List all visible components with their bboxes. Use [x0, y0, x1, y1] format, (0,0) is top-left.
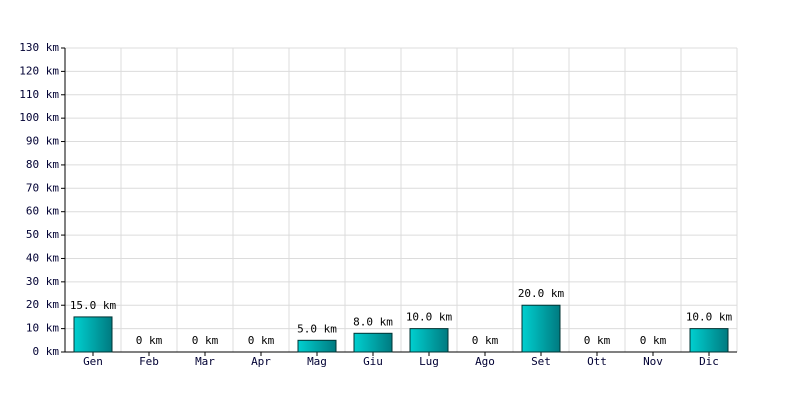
bar [689, 328, 729, 353]
y-tick-label: 70 km [26, 181, 59, 194]
y-tick-label: 90 km [26, 135, 59, 148]
bar [409, 328, 449, 353]
y-tick-label: 0 km [33, 345, 60, 358]
y-tick-label: 130 km [19, 41, 59, 54]
x-tick-label: Gen [83, 355, 103, 368]
y-tick-label: 30 km [26, 275, 59, 288]
value-label: 15.0 km [70, 299, 117, 312]
value-label: 5.0 km [297, 322, 337, 335]
bar [353, 332, 393, 353]
x-tick-label: Apr [251, 355, 271, 368]
value-label: 0 km [248, 334, 275, 347]
value-label: 0 km [584, 334, 611, 347]
y-tick-label: 110 km [19, 88, 59, 101]
value-label: 0 km [472, 334, 499, 347]
marks: Gen 15.0 km Feb 0 km Mar 0 km Apr 0 km Mag 5.0 km… [70, 287, 733, 368]
x-tick-label: Ago [475, 355, 495, 368]
x-tick-label: Feb [139, 355, 159, 368]
y-tick-label: 10 km [26, 322, 59, 335]
y-tick-label: 100 km [19, 111, 59, 124]
value-label: 0 km [640, 334, 667, 347]
y-tick-label: 120 km [19, 64, 59, 77]
y-tick-label: 60 km [26, 205, 59, 218]
x-tick-label: Dic [699, 355, 719, 368]
bar [73, 316, 113, 353]
x-tick-label: Ott [587, 355, 607, 368]
y-tick-label: 20 km [26, 298, 59, 311]
x-tick-label: Mag [307, 355, 327, 368]
value-label: 8.0 km [353, 315, 393, 328]
value-label: 0 km [136, 334, 163, 347]
y-tick-label: 40 km [26, 251, 59, 264]
x-tick-label: Set [531, 355, 551, 368]
grid: 0 km 10 km 20 km 30 km 40 km 50 km 60 km 70 km 8… [19, 41, 738, 358]
value-label: 10.0 km [406, 311, 453, 324]
x-tick-label: Giu [363, 355, 383, 368]
x-tick-label: Mar [195, 355, 215, 368]
bar [297, 339, 337, 353]
y-tick-label: 80 km [26, 158, 59, 171]
value-label: 10.0 km [686, 311, 733, 324]
value-label: 0 km [192, 334, 219, 347]
x-tick-label: Lug [419, 355, 439, 368]
bar [521, 304, 561, 353]
y-tick-label: 50 km [26, 228, 59, 241]
value-label: 20.0 km [518, 287, 565, 300]
x-tick-label: Nov [643, 355, 663, 368]
